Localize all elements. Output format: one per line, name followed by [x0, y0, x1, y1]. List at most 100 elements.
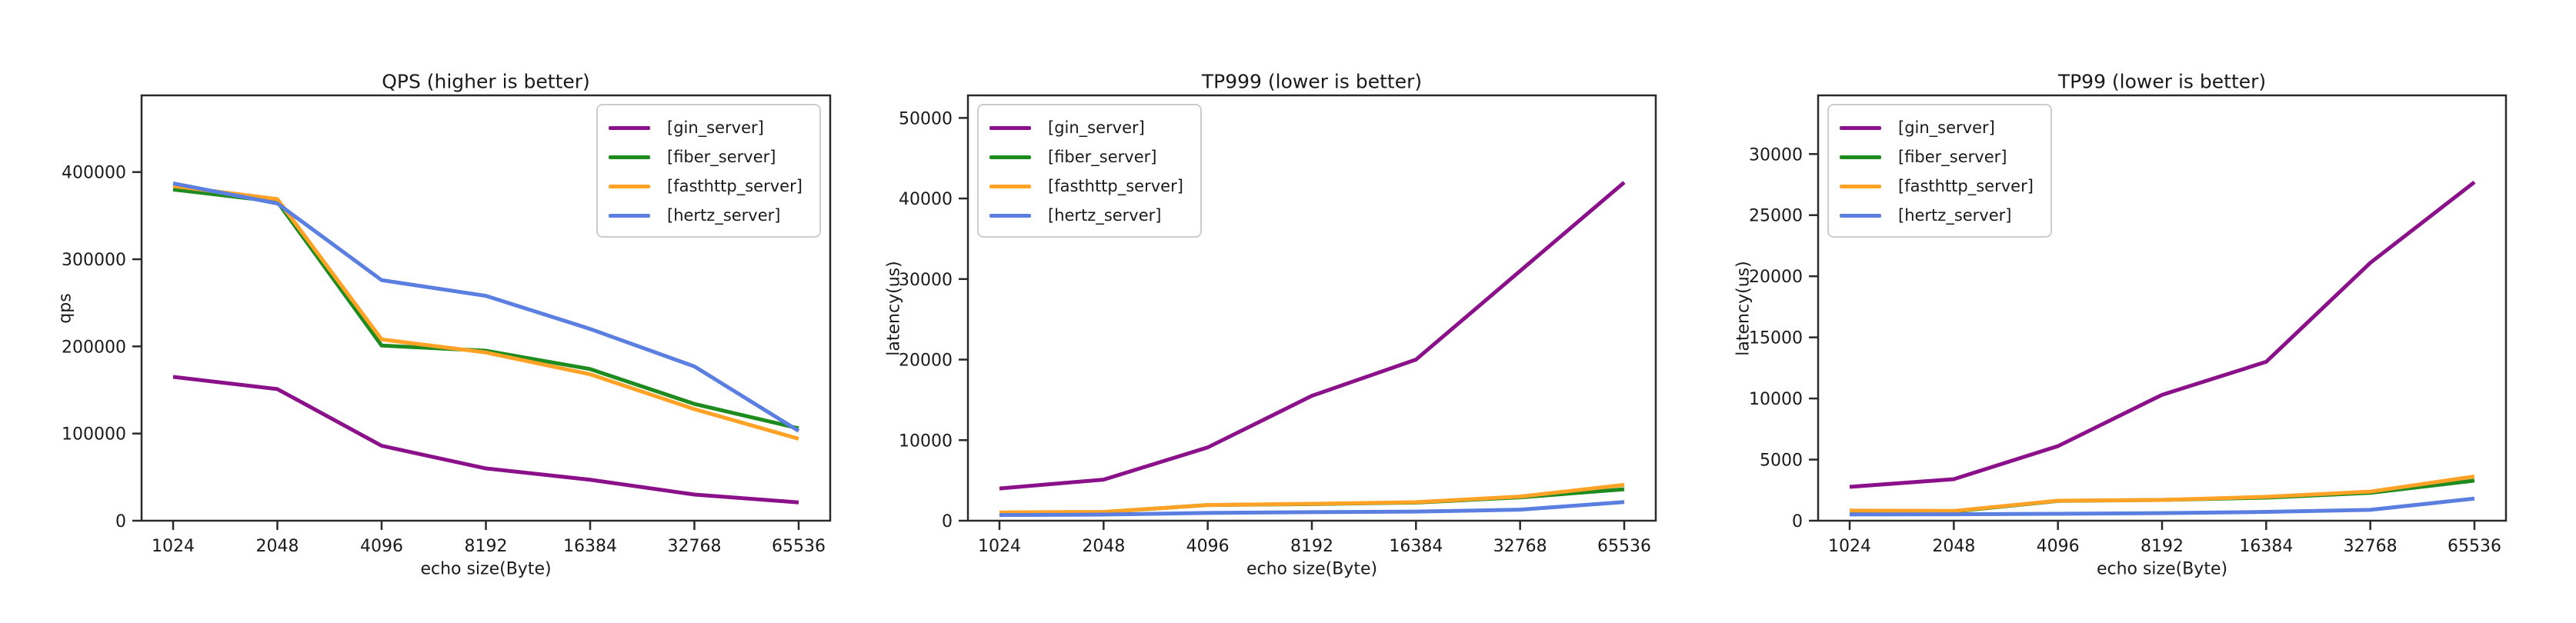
legend-swatch-gin_server: [1840, 125, 1881, 130]
y-tick-label-qps: 300000: [62, 251, 126, 270]
legend-item-gin_server: [gin_server]: [609, 113, 819, 142]
y-tick-label-tp999: 30000: [899, 271, 953, 290]
x-tick-label-tp99: 1024: [1828, 537, 1871, 556]
series-line-gin_server: [1849, 180, 2476, 489]
chart-title-qps: QPS (higher is better): [382, 70, 590, 93]
x-tick-label-qps: 16384: [563, 537, 617, 556]
legend-label-fasthttp_server: [fasthttp_server]: [667, 177, 802, 195]
x-tick-label-tp999: 8192: [1290, 537, 1333, 556]
x-tick-label-qps: 4096: [360, 537, 403, 556]
legend-item-gin_server: [gin_server]: [1840, 113, 2050, 142]
y-tick-label-qps: 400000: [62, 164, 126, 183]
legend-label-gin_server: [gin_server]: [1048, 118, 1145, 137]
x-tick-label-qps: 2048: [256, 537, 299, 556]
legend-label-gin_server: [gin_server]: [667, 118, 764, 137]
x-tick-label-tp999: 1024: [978, 537, 1021, 556]
legend-label-fiber_server: [fiber_server]: [1898, 148, 2007, 166]
x-tick-label-qps: 1024: [152, 537, 195, 556]
x-tick-label-tp999: 32768: [1493, 537, 1547, 556]
x-tick-label-qps: 65536: [772, 537, 826, 556]
series-line-hertz_server: [172, 181, 800, 433]
legend-swatch-hertz_server: [609, 213, 650, 218]
x-tick-label-tp99: 16384: [2239, 537, 2293, 556]
legend-swatch-gin_server: [609, 125, 650, 130]
x-tick-label-qps: 32768: [668, 537, 722, 556]
legend-label-fiber_server: [fiber_server]: [667, 148, 776, 166]
y-axis-label-tp99: latency(us): [1733, 260, 1753, 356]
y-tick-label-tp99: 25000: [1749, 207, 1803, 226]
legend-label-hertz_server: [hertz_server]: [1048, 206, 1162, 225]
y-tick-label-tp999: 40000: [899, 190, 953, 209]
legend-tp99: [gin_server] [fiber_server] [fasthttp_serv…: [1827, 104, 2052, 238]
legend-item-fasthttp_server: [fasthttp_server]: [1840, 172, 2050, 201]
y-tick-label-tp999: 20000: [899, 351, 953, 371]
chart-title-tp99: TP99 (lower is better): [2057, 70, 2267, 93]
y-tick-label-tp99: 20000: [1749, 268, 1803, 287]
series-line-fasthttp_server: [172, 184, 799, 441]
y-tick-label-tp99: 15000: [1749, 329, 1803, 348]
x-tick-label-tp99: 4096: [2037, 537, 2080, 556]
legend-swatch-fiber_server: [1840, 155, 1881, 159]
x-axis-label-tp99: echo size(Byte): [2096, 559, 2228, 579]
x-tick-label-tp999: 4096: [1186, 537, 1230, 556]
legend-label-hertz_server: [hertz_server]: [1898, 206, 2012, 225]
legend-item-gin_server: [gin_server]: [989, 113, 1200, 142]
x-tick-label-tp99: 2048: [1932, 537, 1975, 556]
y-tick-label-qps: 0: [115, 512, 126, 531]
series-line-fasthttp_server: [999, 482, 1625, 515]
x-tick-label-tp99: 65536: [2448, 537, 2501, 556]
legend-swatch-fasthttp_server: [989, 184, 1031, 188]
legend-swatch-fiber_server: [989, 155, 1031, 159]
y-axis-label-tp999: latency(us): [884, 260, 904, 356]
y-tick-label-tp99: 30000: [1749, 145, 1803, 165]
legend-label-fasthttp_server: [fasthttp_server]: [1898, 177, 2034, 195]
y-tick-label-qps: 200000: [62, 338, 126, 357]
plot-tp99: 0 5000 10000 15000 20000 25000 30000 1024 2048 40…: [1749, 94, 2508, 556]
series-line-gin_server: [172, 375, 799, 505]
y-tick-label-tp999: 0: [942, 512, 953, 531]
x-axis-label-qps: echo size(Byte): [420, 559, 552, 579]
y-tick-label-qps: 100000: [62, 425, 126, 445]
legend-item-fiber_server: [fiber_server]: [609, 142, 819, 172]
legend-swatch-fasthttp_server: [609, 184, 650, 188]
y-tick-label-tp999: 10000: [899, 431, 953, 451]
plot-tp999: 0 10000 20000 30000 40000 50000 1024 2048 4096 81…: [899, 94, 1657, 556]
y-tick-label-tp99: 10000: [1749, 390, 1803, 409]
legend-label-fiber_server: [fiber_server]: [1048, 148, 1157, 166]
legend-item-hertz_server: [hertz_server]: [1840, 201, 2050, 230]
series-line-hertz_server: [1849, 496, 2475, 517]
x-tick-label-tp99: 8192: [2141, 537, 2184, 556]
x-tick-label-tp999: 16384: [1389, 537, 1443, 556]
legend-swatch-fiber_server: [609, 155, 650, 159]
y-tick-label-tp99: 5000: [1760, 451, 1803, 471]
y-tick-label-tp999: 50000: [899, 109, 953, 128]
legend-item-fasthttp_server: [fasthttp_server]: [609, 172, 819, 201]
y-axis-label-qps: qps: [55, 292, 75, 324]
series-line-gin_server: [999, 181, 1626, 491]
plot-qps: 0 100000 200000 300000 400000 1024 2048 4096 819…: [62, 94, 832, 556]
legend-tp999: [gin_server] [fiber_server] [fasthttp_serv…: [977, 104, 1202, 238]
y-tick-label-tp99: 0: [1792, 512, 1803, 531]
legend-swatch-fasthttp_server: [1840, 184, 1881, 188]
legend-swatch-hertz_server: [1840, 213, 1881, 218]
series-line-hertz_server: [999, 500, 1625, 518]
series-line-fasthttp_server: [1849, 475, 2475, 513]
legend-item-hertz_server: [hertz_server]: [989, 201, 1200, 230]
x-axis-label-tp999: echo size(Byte): [1246, 559, 1378, 579]
legend-qps: [gin_server] [fiber_server] [fasthttp_serv…: [596, 104, 821, 238]
x-tick-label-qps: 8192: [465, 537, 508, 556]
legend-label-hertz_server: [hertz_server]: [667, 206, 781, 225]
legend-item-fasthttp_server: [fasthttp_server]: [989, 172, 1200, 201]
chart-title-tp999: TP999 (lower is better): [1201, 70, 1423, 93]
legend-item-fiber_server: [fiber_server]: [989, 142, 1200, 172]
x-tick-label-tp999: 2048: [1082, 537, 1125, 556]
legend-item-hertz_server: [hertz_server]: [609, 201, 819, 230]
x-tick-label-tp99: 32768: [2344, 537, 2397, 556]
legend-label-fasthttp_server: [fasthttp_server]: [1048, 177, 1183, 195]
legend-item-fiber_server: [fiber_server]: [1840, 142, 2050, 172]
x-tick-label-tp999: 65536: [1597, 537, 1651, 556]
legend-swatch-gin_server: [989, 125, 1031, 130]
legend-swatch-hertz_server: [989, 213, 1031, 218]
